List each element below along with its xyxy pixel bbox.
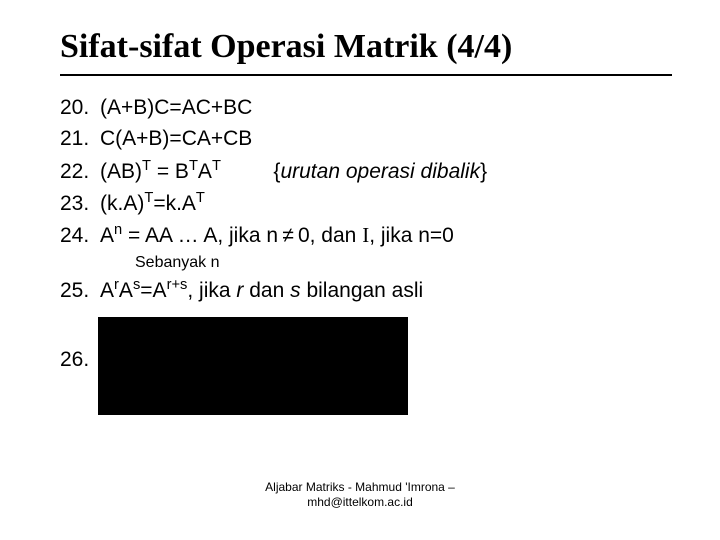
item-number: 22. bbox=[60, 158, 100, 186]
item-content: C(A+B)=CA+CB bbox=[100, 125, 672, 153]
list-item: 22. (AB)T = BTAT {urutan operasi dibalik… bbox=[60, 157, 672, 186]
item-note: Sebanyak n bbox=[135, 252, 672, 274]
footer-line1: Aljabar Matriks - Mahmud 'Imrona – bbox=[265, 480, 455, 494]
item-content: An = AA … A, jika n ≠ 0, dan I, jika n=0 bbox=[100, 221, 672, 250]
item-content: (A+B)C=AC+BC bbox=[100, 94, 672, 122]
item-number: 25. bbox=[60, 277, 100, 305]
footer: Aljabar Matriks - Mahmud 'Imrona – mhd@i… bbox=[0, 480, 720, 510]
item-content: ArAs=Ar+s, jika r dan s bilangan asli bbox=[100, 276, 672, 305]
list-item: 20. (A+B)C=AC+BC bbox=[60, 94, 672, 122]
list-item: 21. C(A+B)=CA+CB bbox=[60, 125, 672, 153]
list-item: 23. (k.A)T=k.AT bbox=[60, 189, 672, 218]
redaction-box bbox=[98, 317, 408, 415]
slide-title: Sifat-sifat Operasi Matrik (4/4) bbox=[60, 28, 672, 66]
title-underline bbox=[60, 74, 672, 76]
footer-line2: mhd@ittelkom.ac.id bbox=[307, 495, 413, 509]
item-number: 24. bbox=[60, 222, 100, 250]
list-item: 25. ArAs=Ar+s, jika r dan s bilangan asl… bbox=[60, 276, 672, 305]
item-content: (AB)T = BTAT {urutan operasi dibalik} bbox=[100, 157, 672, 186]
slide: Sifat-sifat Operasi Matrik (4/4) 20. (A+… bbox=[0, 0, 720, 540]
item-number: 21. bbox=[60, 125, 100, 153]
list-item: 24. An = AA … A, jika n ≠ 0, dan I, jika… bbox=[60, 221, 672, 250]
item-number: 20. bbox=[60, 94, 100, 122]
item-content: (k.A)T=k.AT bbox=[100, 189, 672, 218]
item-number: 26. bbox=[60, 346, 100, 374]
item-number: 23. bbox=[60, 190, 100, 218]
